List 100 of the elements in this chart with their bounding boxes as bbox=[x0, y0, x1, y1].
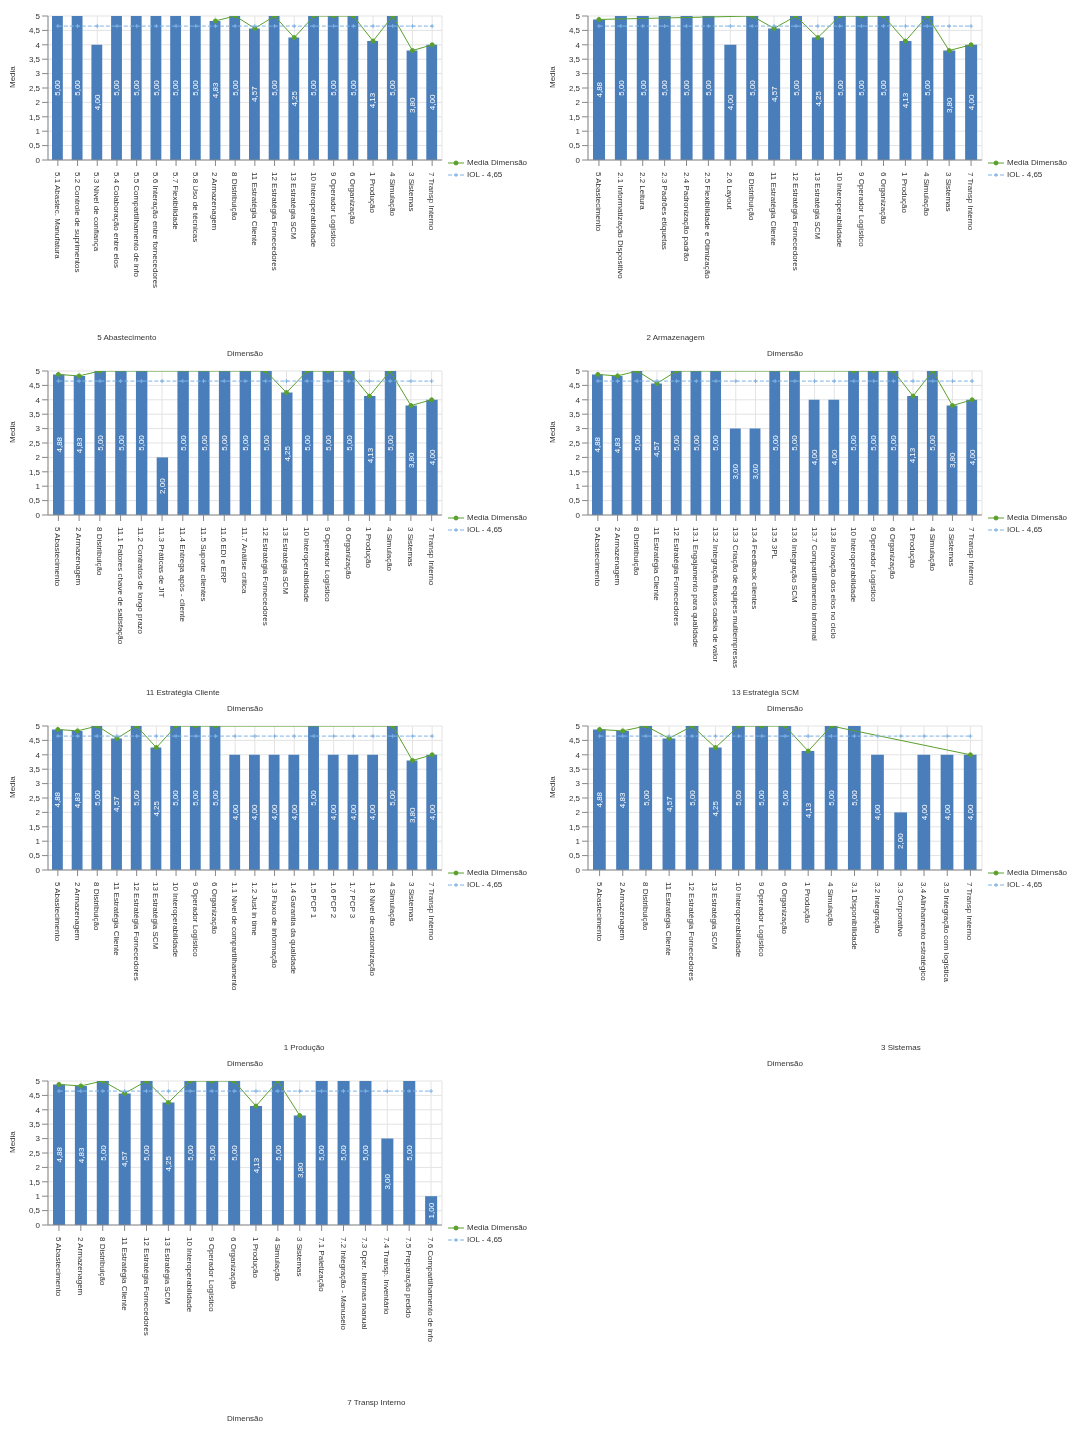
bar bbox=[209, 726, 221, 870]
data-label: 4,00 bbox=[809, 449, 819, 466]
bar bbox=[405, 405, 417, 515]
bar bbox=[833, 16, 846, 160]
y-tick-label: 3 bbox=[35, 69, 41, 79]
data-label: 5,00 bbox=[928, 434, 938, 451]
y-tick-label: 1 bbox=[35, 1192, 41, 1202]
bar bbox=[229, 16, 241, 160]
x-tick-label: 7.3 Oper. Internas manual bbox=[360, 1237, 370, 1330]
data-label: 5,00 bbox=[92, 789, 102, 806]
x-tick-label: 6 Organização bbox=[343, 527, 353, 580]
x-tick-label: 7.6 Compartilhamento de info bbox=[426, 1237, 436, 1343]
x-tick-label: 3 Sistemas bbox=[947, 527, 957, 567]
bar bbox=[130, 16, 142, 160]
y-tick-label: 5 bbox=[575, 366, 581, 376]
data-label: 4,57 bbox=[112, 795, 122, 812]
x-tick-label: 2 Armazenagem bbox=[612, 527, 622, 586]
data-label: 4,00 bbox=[329, 804, 339, 821]
y-tick-label: 4,5 bbox=[568, 26, 581, 36]
x-tick-label: 6 Organização bbox=[210, 882, 220, 935]
y-tick-label: 4 bbox=[575, 40, 581, 50]
x-tick-label: 2 Armazenagem bbox=[617, 882, 627, 941]
data-label: 4,00 bbox=[966, 94, 976, 111]
x-tick-label: 11 Estratégia Cliente bbox=[651, 527, 661, 602]
bar bbox=[966, 399, 978, 515]
bar bbox=[301, 371, 314, 515]
data-label: 5,00 bbox=[835, 79, 845, 96]
bar bbox=[769, 371, 781, 515]
bar bbox=[111, 16, 122, 160]
bar bbox=[71, 730, 83, 870]
bar bbox=[381, 1138, 394, 1225]
y-tick-label: 2,5 bbox=[568, 438, 581, 448]
y-tick-label: 5 bbox=[35, 721, 41, 731]
data-label: 4,88 bbox=[594, 81, 604, 98]
bar bbox=[899, 41, 912, 160]
bar bbox=[52, 16, 63, 160]
data-label: 5,00 bbox=[672, 434, 682, 451]
data-label: 4,13 bbox=[251, 1157, 261, 1174]
x-tick-label: 6 Organização bbox=[888, 527, 898, 580]
x-tick-label: 5.3 Nível de confiança bbox=[92, 172, 102, 252]
x-tick-label: 6 Organização bbox=[878, 172, 888, 225]
x-tick-label: 13.2 Integração fluxos cadeia de valor bbox=[711, 527, 721, 663]
y-tick-label: 2 bbox=[35, 1163, 41, 1173]
y-tick-label: 4,5 bbox=[28, 381, 41, 391]
x-tick-label: 13 Estratégia SCM bbox=[289, 172, 299, 240]
data-label: 5,00 bbox=[142, 1144, 152, 1161]
x-tick-label: 3 Sistemas bbox=[944, 172, 954, 212]
bar bbox=[789, 371, 800, 515]
x-tick-label: 8 Distribuição bbox=[640, 882, 650, 932]
data-label: 4,00 bbox=[427, 449, 437, 466]
x-tick-label: 11 Estratégia Cliente bbox=[119, 1237, 129, 1312]
data-label: 3,00 bbox=[731, 463, 741, 480]
bar bbox=[71, 16, 83, 160]
bar bbox=[308, 16, 319, 160]
legend-label: IOL - 4,65 bbox=[1007, 880, 1043, 889]
x-tick-label: 10 Interoperabilidade bbox=[308, 172, 318, 248]
x-tick-label: 12 Estratégia Fornecedores bbox=[671, 527, 681, 626]
y-tick-label: 1 bbox=[35, 482, 41, 492]
bar bbox=[239, 371, 252, 515]
x-tick-label: 10 Interoperabilidade bbox=[171, 882, 181, 958]
bar bbox=[118, 1093, 131, 1225]
x-tick-label: 7 Transp Interno bbox=[965, 882, 975, 941]
data-label: 4,25 bbox=[164, 1155, 174, 1172]
bar bbox=[768, 28, 781, 160]
y-tick-label: 0,5 bbox=[568, 496, 581, 506]
data-label: 5,00 bbox=[770, 434, 780, 451]
bar bbox=[150, 16, 162, 160]
y-tick-label: 4 bbox=[35, 40, 41, 50]
legend-label: Media Dimensão bbox=[467, 513, 528, 522]
x-tick-label: 4 Simulação bbox=[927, 527, 937, 572]
bar bbox=[111, 738, 122, 870]
bar bbox=[811, 37, 824, 160]
x-tick-label: 11 Estratégia Cliente bbox=[664, 882, 674, 957]
x-tick-label: 13.1 Engajamento para qualidade bbox=[691, 527, 701, 648]
x-tick-label: 4 Simulação bbox=[387, 882, 397, 927]
x-tick-label: 11 Estratégia Cliente bbox=[249, 172, 259, 247]
bar bbox=[162, 1102, 175, 1225]
x-tick-label: 12 Estratégia Fornecedores bbox=[269, 172, 279, 271]
bar bbox=[921, 16, 934, 160]
x-tick-label: 13.4 Feedback clientes bbox=[750, 527, 760, 610]
y-tick-label: 5 bbox=[35, 11, 41, 21]
x-tick-label: 13.5 3PL bbox=[770, 527, 780, 560]
x-tick-label: 13.7 Compartilhamento informal bbox=[809, 527, 819, 642]
x-tick-label: 13.3 Criação de equipes multiempresas bbox=[730, 527, 740, 668]
bar bbox=[386, 726, 398, 870]
data-label: 2,00 bbox=[158, 477, 168, 494]
y-tick-label: 0 bbox=[35, 865, 41, 875]
x-axis-title: Dimensão bbox=[766, 349, 804, 358]
y-tick-label: 5 bbox=[35, 366, 41, 376]
y-tick-label: 0,5 bbox=[28, 141, 41, 151]
data-label: 4,00 bbox=[348, 804, 358, 821]
data-label: 4,00 bbox=[250, 804, 260, 821]
y-tick-label: 1 bbox=[35, 127, 41, 137]
data-label: 5,00 bbox=[329, 79, 339, 96]
data-label: 5,00 bbox=[888, 434, 898, 451]
bar bbox=[708, 747, 722, 870]
data-label: 4,00 bbox=[289, 804, 299, 821]
y-tick-label: 0,5 bbox=[28, 496, 41, 506]
x-tick-label: 13.6 Integração SCM bbox=[789, 527, 799, 603]
x-tick-label: 2 Armazenagem bbox=[72, 882, 82, 941]
